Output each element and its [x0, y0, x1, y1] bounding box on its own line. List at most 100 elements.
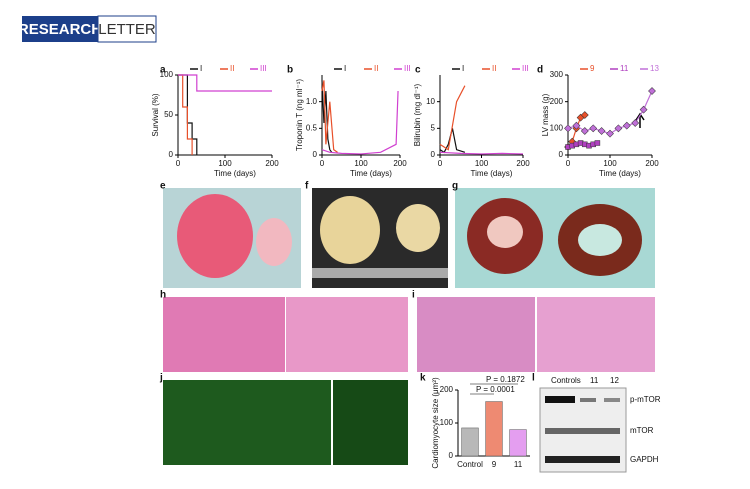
y-tick-label: 10 [426, 97, 435, 106]
bar [509, 429, 527, 457]
legend-label: III [404, 64, 411, 73]
ruler [312, 268, 448, 278]
y-tick-label: 100 [440, 418, 454, 427]
blot-lane: 11 [590, 376, 599, 385]
legend-label: 9 [590, 64, 595, 73]
x-tick-label: 200 [645, 159, 659, 168]
p-value: P = 0.0001 [476, 385, 515, 394]
point [606, 129, 614, 138]
panel-letter: g [452, 181, 458, 192]
heart-small [256, 218, 292, 266]
section-small [396, 204, 440, 252]
y-tick-label: 50 [164, 110, 173, 119]
legend-label: 11 [620, 64, 629, 73]
legend-label: II [492, 64, 496, 73]
panel-letter: d [537, 65, 543, 76]
x-tick-label: 0 [566, 159, 571, 168]
point [614, 124, 623, 133]
band [580, 398, 596, 402]
heart-large [177, 194, 253, 278]
legend-label: II [230, 64, 234, 73]
y-tick-label: 0.5 [306, 123, 318, 132]
histo-h1 [163, 297, 285, 372]
arrow [635, 112, 645, 128]
y-tick-label: 0 [313, 150, 318, 159]
y-tick-label: 100 [550, 123, 564, 132]
point [580, 127, 589, 135]
series-line [439, 85, 466, 151]
y-tick-label: 0 [449, 451, 454, 460]
x-tick-label: 11 [514, 460, 523, 469]
panel-letter: l [532, 373, 535, 384]
x-tick-label: Control [457, 460, 483, 469]
y-tick-label: 200 [550, 97, 564, 106]
fluor-j2 [333, 380, 408, 465]
point [580, 111, 589, 119]
x-label: Time (days) [350, 169, 392, 178]
blot-band-label: mTOR [630, 426, 654, 435]
band [545, 396, 575, 403]
band [604, 398, 620, 402]
y-label: Troponin T (ng ml⁻¹) [295, 79, 304, 151]
series-line [178, 74, 193, 155]
x-label: Time (days) [471, 169, 513, 178]
legend-label: III [260, 64, 267, 73]
y-label: Survival (%) [151, 93, 160, 136]
histo-h2 [286, 297, 408, 372]
y-tick-label: 1.0 [306, 97, 318, 106]
y-label: Bilirubin (mg dl⁻¹) [413, 83, 422, 146]
x-tick-label: 0 [438, 159, 443, 168]
y-tick-label: 300 [550, 70, 564, 79]
x-label: Time (days) [214, 169, 256, 178]
x-tick-label: 100 [354, 159, 368, 168]
blot-band-label: p-mTOR [630, 395, 661, 404]
panel-letter: a [160, 65, 166, 76]
point [597, 127, 606, 135]
panel-letter: b [287, 65, 293, 76]
panel-letter: k [420, 373, 426, 384]
series-line [439, 128, 466, 154]
panel-letter: j [159, 373, 163, 384]
header-box [22, 16, 98, 42]
blot-lane: 12 [610, 376, 619, 385]
blot-band-label: GAPDH [630, 455, 659, 464]
legend-label: 13 [650, 64, 659, 73]
series-line [439, 151, 524, 155]
x-tick-label: 100 [218, 159, 232, 168]
series-line [321, 80, 338, 153]
panel-letter: e [160, 181, 166, 192]
point [564, 124, 572, 133]
series-line [321, 90, 399, 155]
p-value: P = 0.1872 [486, 375, 525, 384]
point [594, 140, 601, 146]
point [631, 119, 640, 127]
x-tick-label: 200 [265, 159, 279, 168]
header-box-right [97, 15, 157, 43]
x-tick-label: 0 [320, 159, 325, 168]
legend-label: I [462, 64, 464, 73]
band [545, 456, 620, 463]
x-tick-label: 100 [475, 159, 489, 168]
x-tick-label: 9 [492, 460, 497, 469]
header-left: RESEARCH [18, 21, 102, 38]
histo-i2 [537, 297, 655, 372]
x-label: Time (days) [599, 169, 641, 178]
panel-letter: i [412, 290, 415, 301]
x-tick-label: 200 [393, 159, 407, 168]
point [648, 87, 656, 95]
legend-label: I [200, 64, 202, 73]
legend-label: I [344, 64, 346, 73]
y-label: LV mass (g) [541, 93, 550, 136]
panel-letter: h [160, 290, 166, 301]
series-line [178, 74, 272, 92]
y-tick-label: 100 [160, 70, 174, 79]
x-tick-label: 100 [603, 159, 617, 168]
y-label: Cardiomyocyte size (μm²) [431, 377, 440, 469]
series-line [321, 80, 333, 153]
panel-letter: c [415, 65, 421, 76]
legend-label: II [374, 64, 378, 73]
fluor-j1 [163, 380, 331, 465]
y-tick-label: 200 [440, 385, 454, 394]
x-tick-label: 0 [176, 159, 181, 168]
